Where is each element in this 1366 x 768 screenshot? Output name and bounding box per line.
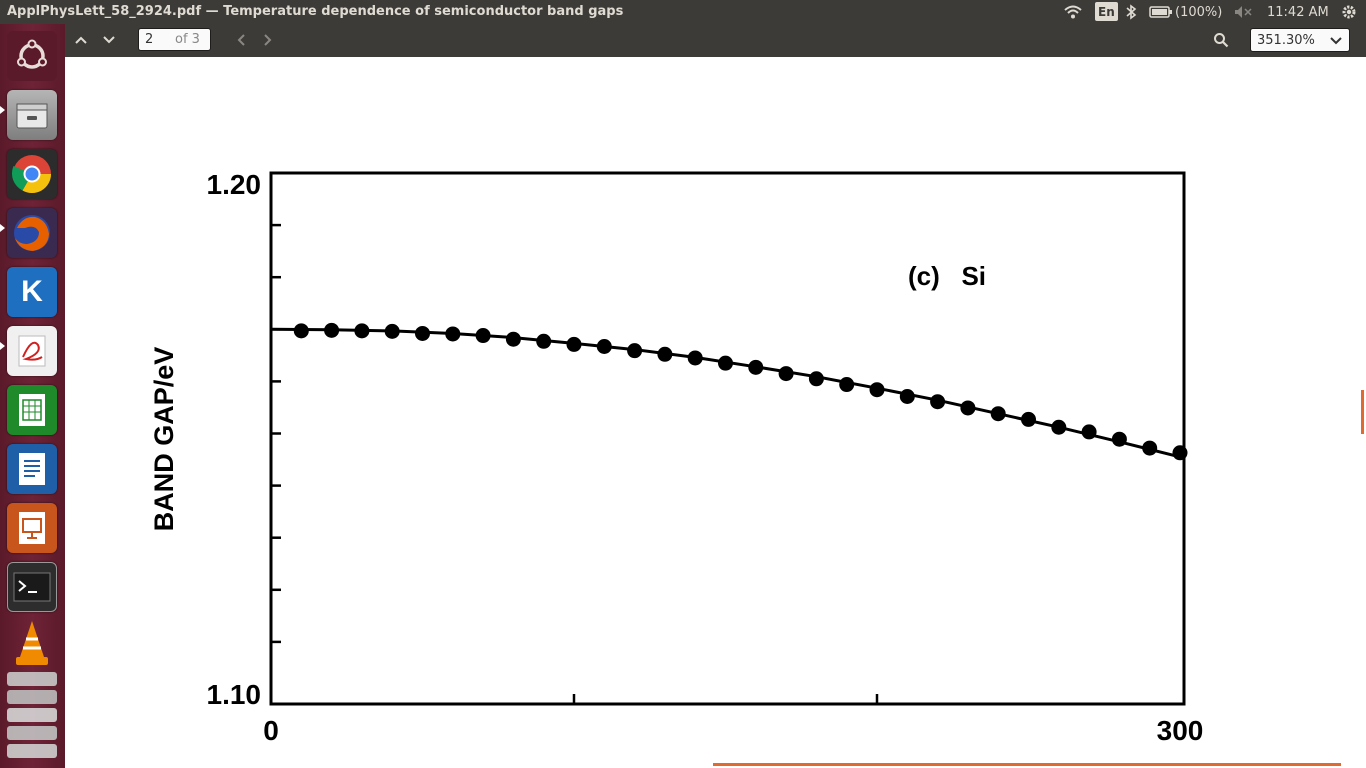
terminal-launcher[interactable]: [7, 562, 57, 612]
data-point: [778, 366, 794, 382]
wifi-icon[interactable]: [1063, 3, 1083, 21]
data-point: [445, 326, 461, 342]
writer-icon: [19, 453, 45, 485]
y-tick-label-top: 1.20: [207, 169, 262, 200]
top-panel: ApplPhysLett_58_2924.pdf — Temperature d…: [0, 0, 1366, 24]
battery-indicator[interactable]: (100%): [1149, 3, 1222, 21]
launcher: K: [0, 24, 66, 768]
data-point: [566, 336, 582, 352]
data-points: [293, 322, 1188, 461]
x-minor-ticks: [572, 694, 879, 703]
files-icon: [16, 103, 48, 129]
data-point: [1051, 419, 1067, 435]
page-count-label: of 3: [175, 32, 200, 47]
ubuntu-dash-button[interactable]: [7, 31, 57, 81]
launcher-overflow-stack[interactable]: [5, 672, 59, 764]
data-point: [415, 325, 430, 341]
data-point: [657, 346, 673, 362]
history-back-button[interactable]: [228, 28, 254, 52]
x-tick-label-right: 300: [1157, 715, 1204, 746]
zoom-select[interactable]: 351.30%: [1250, 28, 1350, 52]
files-launcher[interactable]: [7, 90, 57, 140]
firefox-icon: [14, 215, 50, 251]
kile-launcher[interactable]: K: [7, 267, 57, 317]
page-edge-accent: [713, 763, 1341, 766]
data-point: [1142, 440, 1158, 456]
data-point: [1111, 431, 1127, 447]
y-tick-label-bottom: 1.10: [207, 679, 262, 710]
data-point: [899, 389, 915, 405]
bluetooth-icon[interactable]: [1125, 3, 1137, 21]
fit-curve: [270, 327, 1181, 459]
find-button[interactable]: [1208, 28, 1234, 52]
data-point: [687, 350, 703, 366]
document-viewer-launcher[interactable]: [7, 326, 57, 376]
data-point: [808, 371, 824, 387]
chart-annotation: (c) Si: [908, 261, 986, 291]
chevron-up-icon: [75, 36, 87, 44]
plot-frame: [269, 171, 1186, 706]
chrome-launcher[interactable]: [7, 149, 57, 199]
data-point: [839, 377, 855, 393]
data-point: [324, 322, 340, 338]
data-point: [596, 338, 612, 354]
data-point: [627, 343, 643, 359]
page-number-value: 2: [145, 32, 154, 47]
calc-icon: [19, 394, 45, 426]
writer-launcher[interactable]: [7, 444, 57, 494]
data-point: [1021, 411, 1036, 427]
chevron-left-icon: [237, 34, 245, 46]
kile-icon: K: [21, 275, 43, 308]
firefox-launcher[interactable]: [7, 208, 57, 258]
keyboard-layout-indicator[interactable]: En: [1095, 2, 1118, 21]
x-tick-label-left: 0: [263, 715, 279, 746]
data-point: [748, 359, 764, 375]
band-gap-chart: 1.20 1.10 0 300 BAND GAP/eV (c) Si: [149, 169, 1204, 746]
next-page-button[interactable]: [96, 28, 122, 52]
chrome-icon: [11, 155, 52, 194]
data-point: [293, 323, 309, 339]
data-point: [536, 333, 552, 349]
history-forward-button[interactable]: [255, 28, 281, 52]
clock[interactable]: 11:42 AM: [1267, 4, 1329, 20]
data-point: [354, 323, 370, 339]
impress-icon: [19, 512, 45, 544]
battery-icon: [1149, 6, 1172, 18]
document-page[interactable]: 1.20 1.10 0 300 BAND GAP/eV (c) Si: [65, 57, 1366, 768]
chevron-down-icon: [1329, 32, 1343, 52]
data-point: [718, 355, 733, 371]
data-point: [384, 323, 400, 339]
ubuntu-dash-icon: [17, 39, 47, 69]
calc-launcher[interactable]: [7, 385, 57, 435]
zoom-value: 351.30%: [1257, 33, 1315, 48]
data-point: [475, 328, 491, 344]
data-point: [869, 382, 885, 398]
y-minor-ticks: [271, 223, 281, 644]
document-viewer-icon: [18, 335, 46, 367]
scroll-position-indicator[interactable]: [1361, 390, 1364, 434]
terminal-icon: [13, 572, 51, 602]
page-number-field[interactable]: 2 of 3: [138, 28, 211, 51]
vlc-icon: [16, 621, 48, 665]
system-gear-icon[interactable]: [1340, 3, 1358, 21]
chevron-down-icon: [103, 36, 115, 44]
data-point: [505, 331, 521, 347]
data-point: [1172, 445, 1188, 461]
vlc-launcher[interactable]: [7, 619, 57, 669]
data-point: [960, 400, 976, 416]
volume-muted-icon[interactable]: [1233, 3, 1253, 21]
previous-page-button[interactable]: [68, 28, 94, 52]
data-point: [1081, 424, 1097, 440]
viewer-toolbar: 2 of 3 351.30%: [65, 24, 1366, 58]
data-point: [990, 406, 1006, 422]
battery-percent: (100%): [1175, 4, 1223, 20]
impress-launcher[interactable]: [7, 503, 57, 553]
search-icon: [1214, 33, 1229, 48]
chevron-right-icon: [264, 34, 272, 46]
y-axis-label: BAND GAP/eV: [149, 347, 179, 532]
window-title: ApplPhysLett_58_2924.pdf — Temperature d…: [7, 4, 624, 19]
data-point: [930, 394, 946, 410]
